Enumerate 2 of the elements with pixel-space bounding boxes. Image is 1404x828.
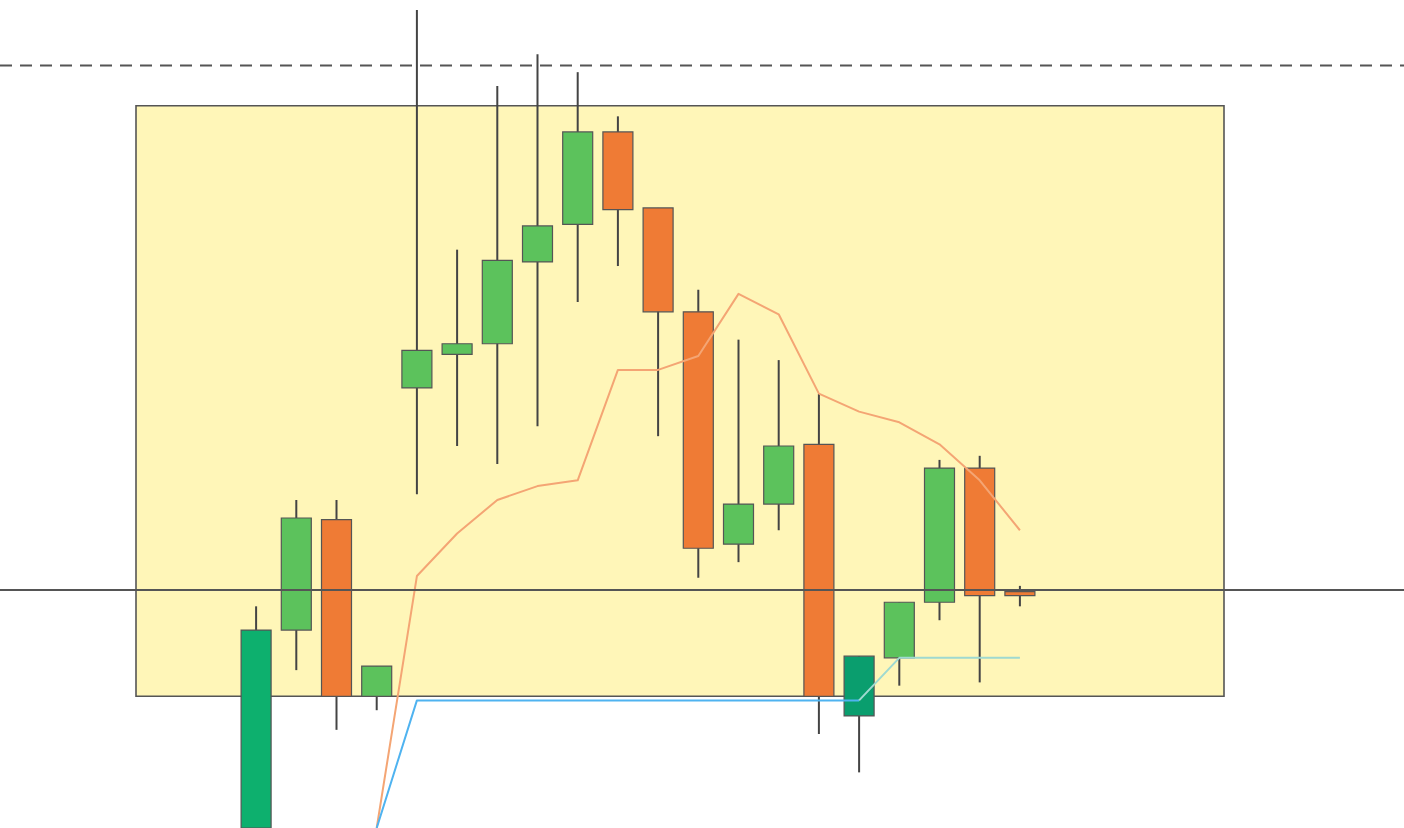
- candlestick: [722, 338, 755, 564]
- candlestick: [441, 248, 473, 447]
